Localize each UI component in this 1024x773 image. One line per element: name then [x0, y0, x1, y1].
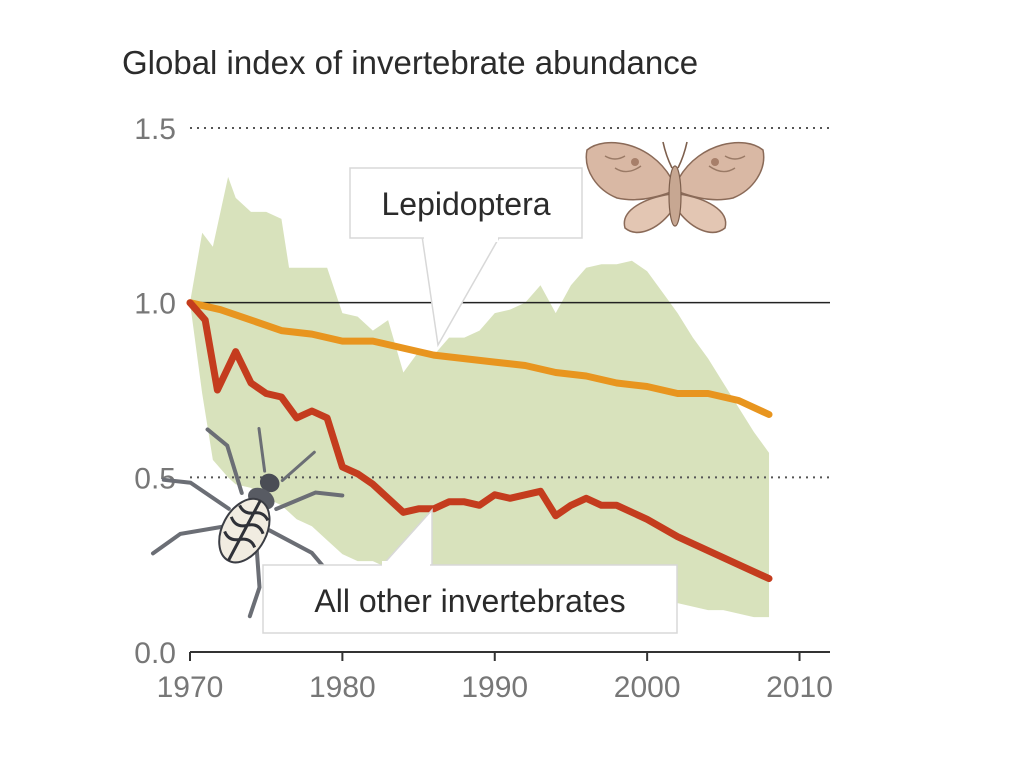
other-callout: All other invertebrates: [262, 508, 678, 634]
series-line-all-other-invertebrates: [186, 299, 773, 583]
y-tick-label: 1.5: [134, 113, 176, 146]
x-tick-label: 1990: [461, 671, 528, 704]
x-tick-label: 1980: [309, 671, 376, 704]
other-label: All other invertebrates: [314, 583, 625, 619]
series-line-lepidoptera: [186, 299, 773, 418]
chart-title: Global index of invertebrate abundance: [122, 44, 699, 81]
moth-icon: [585, 141, 765, 233]
lepidoptera-label: Lepidoptera: [381, 186, 550, 222]
x-tick-label: 1970: [157, 671, 224, 704]
x-tick-label: 2000: [614, 671, 681, 704]
beetle-icon: [150, 427, 345, 619]
lepidoptera-callout: Lepidoptera: [349, 167, 583, 348]
y-tick-label: 0.0: [134, 637, 176, 670]
x-tick-label: 2010: [766, 671, 833, 704]
y-tick-label: 1.0: [134, 288, 176, 321]
